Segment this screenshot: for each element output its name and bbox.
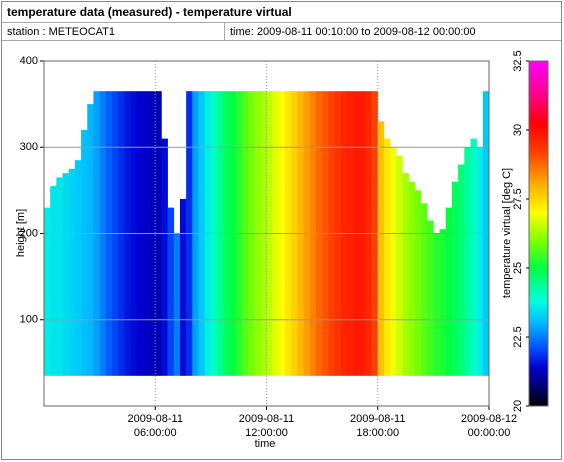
y-tick-label: 300 bbox=[20, 141, 38, 153]
cell bbox=[439, 229, 447, 376]
plot-border bbox=[43, 60, 490, 407]
station: station : METEOCAT1 bbox=[7, 26, 115, 38]
cell bbox=[396, 155, 403, 376]
cell bbox=[427, 220, 434, 376]
cell bbox=[476, 147, 484, 376]
x-tick-label: 2009-08-11 06:00:00 bbox=[127, 413, 183, 439]
y-tick-label: 200 bbox=[20, 227, 38, 239]
colorbar-tick-label: 27.5 bbox=[512, 188, 524, 209]
cell bbox=[383, 138, 391, 376]
colorbar-tick-label: 32.5 bbox=[512, 50, 524, 71]
x-tick-label: 2009-08-12 00:00:00 bbox=[460, 413, 518, 439]
cell bbox=[68, 168, 76, 376]
cell bbox=[62, 173, 70, 376]
cell bbox=[81, 130, 88, 376]
cell bbox=[173, 233, 181, 376]
cell bbox=[167, 207, 175, 376]
x-tick-label: 2009-08-11 12:00:00 bbox=[238, 413, 295, 439]
colorbar-tick-label: 30 bbox=[512, 124, 524, 136]
cell bbox=[74, 160, 82, 376]
cell bbox=[421, 203, 428, 376]
cell bbox=[87, 104, 94, 376]
y-axis-label: height [m] bbox=[15, 209, 27, 257]
cell bbox=[44, 207, 51, 376]
colorbar-tick-label: 20 bbox=[512, 400, 524, 412]
cell bbox=[161, 138, 168, 376]
y-tick-label: 100 bbox=[20, 314, 38, 326]
cell bbox=[464, 147, 471, 376]
colorbar-label: temperature virtual [deg C] bbox=[501, 168, 513, 298]
x-tick-label: 2009-08-11 18:00:00 bbox=[350, 413, 406, 439]
colorbar bbox=[528, 60, 549, 407]
cell bbox=[56, 177, 63, 376]
overlay: 100 200 300 400 20 22.5 25 27.5 30 32.5 bbox=[20, 50, 549, 412]
cell bbox=[179, 199, 187, 376]
cell bbox=[433, 233, 440, 376]
cell bbox=[408, 181, 416, 376]
cell bbox=[390, 147, 397, 376]
cell bbox=[451, 181, 459, 376]
cell bbox=[445, 207, 453, 376]
title: temperature data (measured) - temperatur… bbox=[7, 5, 292, 19]
cell bbox=[414, 190, 422, 376]
cell bbox=[50, 186, 57, 376]
time-range: time: 2009-08-11 00:10:00 to 2009-08-12 … bbox=[230, 26, 476, 38]
cell bbox=[377, 121, 385, 376]
cell bbox=[402, 173, 409, 376]
cell bbox=[458, 164, 465, 376]
x-axis-label: time bbox=[255, 438, 276, 450]
colorbar-tick-label: 22.5 bbox=[512, 326, 524, 347]
y-tick-label: 400 bbox=[20, 55, 38, 67]
cell bbox=[470, 138, 477, 376]
colorbar-tick-label: 25 bbox=[512, 262, 524, 274]
